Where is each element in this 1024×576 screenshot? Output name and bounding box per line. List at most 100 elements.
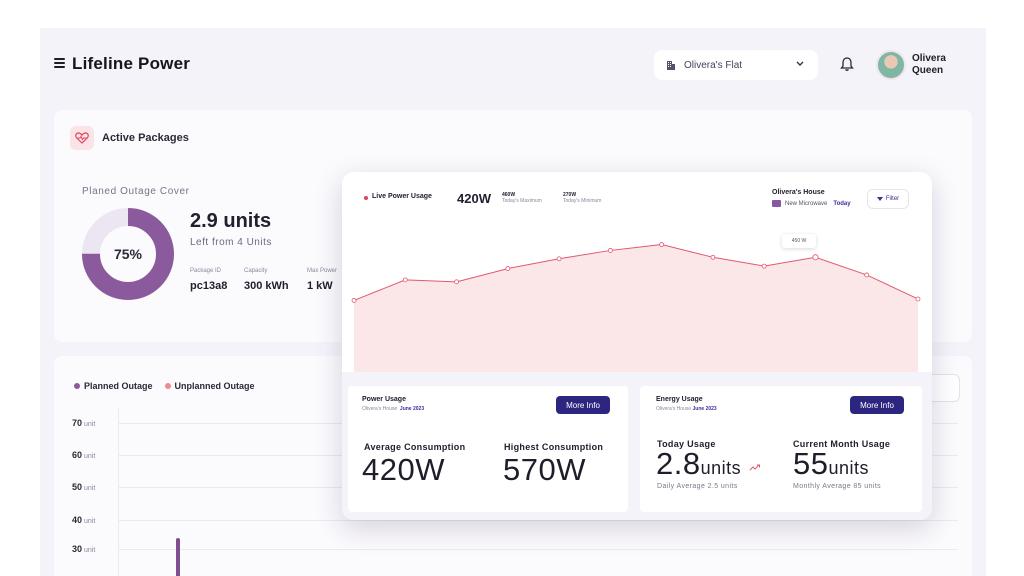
filter-icon xyxy=(876,197,883,201)
data-point[interactable] xyxy=(864,272,870,278)
legend-unplanned[interactable]: Unplanned Outage xyxy=(164,381,255,391)
house-name: Olivera's House xyxy=(772,189,825,196)
legend-dot xyxy=(164,383,171,389)
data-point[interactable] xyxy=(812,254,819,261)
today-min: 270W Today's Minimum xyxy=(563,192,601,204)
user-first-name: Olivera xyxy=(912,53,946,64)
avg-consumption-value: 420W xyxy=(362,452,445,487)
user-last-name: Queen xyxy=(912,65,944,76)
today-usage-label: Today Usage xyxy=(657,439,716,449)
today-max-label: Today's Maximum xyxy=(502,198,542,204)
data-point[interactable] xyxy=(402,277,408,283)
user-avatar[interactable] xyxy=(876,50,906,80)
more-info-button[interactable]: More Info xyxy=(850,396,904,414)
avg-consumption-label: Average Consumption xyxy=(364,442,466,452)
coverage-percent: 75% xyxy=(113,246,143,262)
daily-average: Daily Average 2.5 units xyxy=(657,483,738,490)
data-point[interactable] xyxy=(351,298,357,303)
data-point[interactable] xyxy=(761,263,767,269)
appliance-name: New Microwave xyxy=(785,200,828,207)
package-id-field: Package ID pc13a8 xyxy=(190,268,227,292)
coverage-donut-chart xyxy=(82,208,174,300)
microwave-icon xyxy=(772,200,781,207)
data-point[interactable] xyxy=(505,266,511,271)
live-power-panel: Live Power Usage 420W 460W Today's Maxim… xyxy=(342,172,932,520)
y-axis-line xyxy=(118,408,119,576)
live-power-label: Live Power Usage xyxy=(372,193,432,200)
data-point[interactable] xyxy=(454,279,459,285)
today-min-value: 270W xyxy=(563,192,577,198)
y-tick: 50 unit xyxy=(72,482,96,492)
today-max-value: 460W xyxy=(502,192,516,198)
data-point[interactable] xyxy=(659,242,665,247)
bell-icon[interactable] xyxy=(840,56,854,72)
chevron-down-icon xyxy=(796,61,804,66)
field-label: Max Power xyxy=(307,268,338,274)
units-remaining-sub: Left from 4 Units xyxy=(190,237,272,248)
units-remaining: 2.9 units xyxy=(190,210,272,232)
heart-pulse-icon xyxy=(70,126,94,150)
today-min-label: Today's Minimum xyxy=(563,198,602,204)
usage-cards-row: Power Usage Olivera's House June 2023 Mo… xyxy=(342,372,932,520)
card-subtitle: Olivera's House June 2023 xyxy=(362,406,425,412)
live-indicator-dot xyxy=(364,196,368,200)
building-icon xyxy=(667,61,675,70)
appliance-row: New Microwave Today xyxy=(772,200,851,207)
more-info-button[interactable]: More Info xyxy=(556,396,610,414)
gridline xyxy=(118,549,958,550)
series-line xyxy=(353,244,919,301)
y-tick: 70 unit xyxy=(72,418,96,428)
y-tick: 40 unit xyxy=(72,515,96,525)
today-max: 460W Today's Maximum xyxy=(502,192,542,204)
month-usage-label: Current Month Usage xyxy=(793,439,891,449)
month-usage-value: 55units xyxy=(793,446,870,481)
packages-header: Active Packages xyxy=(70,126,189,150)
period-label: Today xyxy=(833,200,851,207)
field-label: Package ID xyxy=(190,268,222,274)
field-value: 300 kWh xyxy=(244,280,289,292)
live-power-header: Live Power Usage 420W 460W Today's Maxim… xyxy=(342,172,932,220)
user-name[interactable]: Olivera Queen xyxy=(912,53,972,77)
data-point[interactable] xyxy=(915,296,921,302)
card-title: Energy Usage xyxy=(656,396,703,403)
filter-label: Filter xyxy=(885,196,900,202)
chart-tooltip: 450 W xyxy=(782,234,816,248)
energy-usage-card: Energy Usage Olivera's House June 2023 M… xyxy=(640,386,922,512)
gridline xyxy=(118,520,958,521)
packages-title: Active Packages xyxy=(102,132,189,144)
field-label: Capacity xyxy=(244,268,268,274)
legend-label: Planned Outage xyxy=(84,381,153,391)
field-value: pc13a8 xyxy=(190,280,228,292)
card-subtitle: Olivera's House June 2023 xyxy=(656,406,717,412)
live-power-value: 420W xyxy=(457,191,491,206)
legend-planned[interactable]: Planned Outage xyxy=(74,381,153,391)
data-point[interactable] xyxy=(607,248,613,253)
outage-bar[interactable] xyxy=(176,538,180,576)
filter-button[interactable]: Filter xyxy=(867,189,909,209)
area-fill xyxy=(354,244,918,374)
location-dropdown[interactable]: Olivera's Flat xyxy=(654,50,818,80)
outage-legend: Planned Outage Unplanned Outage xyxy=(74,381,267,391)
y-tick: 30 unit xyxy=(72,544,96,554)
today-usage-value: 2.8units xyxy=(656,446,742,481)
outage-cover-label: Planed Outage Cover xyxy=(82,186,190,197)
y-tick: 60 unit xyxy=(72,450,96,460)
power-usage-card: Power Usage Olivera's House June 2023 Mo… xyxy=(348,386,628,512)
legend-label: Unplanned Outage xyxy=(174,381,255,391)
card-title: Power Usage xyxy=(362,396,406,403)
highest-consumption-label: Highest Consumption xyxy=(504,442,604,452)
top-header: Lifeline Power Olivera's Flat Olivera Qu… xyxy=(40,28,986,100)
hamburger-menu-icon[interactable] xyxy=(54,58,65,68)
brand-title: Lifeline Power xyxy=(72,54,191,73)
donut-fill-arc xyxy=(82,208,174,300)
data-point[interactable] xyxy=(710,254,716,260)
monthly-average: Monthly Average 85 units xyxy=(793,483,882,490)
legend-dot xyxy=(74,383,80,389)
capacity-field: Capacity 300 kWh xyxy=(244,268,289,292)
live-power-area-chart xyxy=(351,242,921,374)
location-value: Olivera's Flat xyxy=(684,59,743,71)
max-power-field: Max Power 1 kW xyxy=(307,268,337,292)
highest-consumption-value: 570W xyxy=(503,452,586,487)
data-point[interactable] xyxy=(556,256,562,262)
field-value: 1 kW xyxy=(307,280,333,292)
